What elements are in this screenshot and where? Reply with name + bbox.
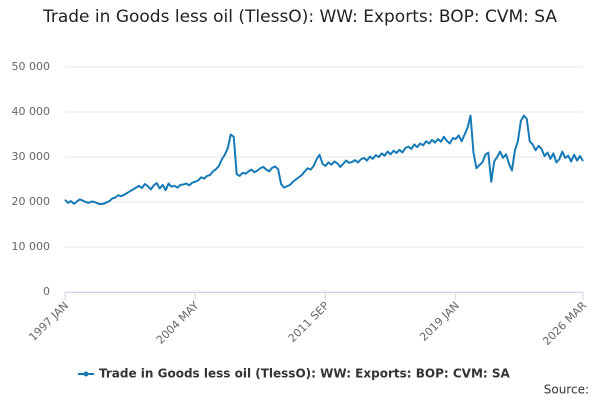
x-tick-label: 2004 MAY <box>154 299 202 347</box>
y-tick-label: 50 000 <box>12 60 51 73</box>
x-tick-label: 2026 MAR <box>540 299 589 348</box>
legend-text: Trade in Goods less oil (TlessO): WW: Ex… <box>99 367 511 381</box>
source: Source: <box>544 383 589 397</box>
y-tick-label: 30 000 <box>12 150 51 163</box>
y-tick-label: 40 000 <box>12 105 51 118</box>
y-tick-label: 20 000 <box>12 195 51 208</box>
legend-marker <box>83 371 89 377</box>
chart-title: Trade in Goods less oil (TlessO): WW: Ex… <box>42 7 558 27</box>
x-tick-label: 2011 SEP <box>286 299 332 345</box>
series-line <box>64 114 584 206</box>
x-tick-label: 2019 JAN <box>417 299 462 344</box>
x-tick-label: 1997 JAN <box>26 299 71 344</box>
y-tick-label: 0 <box>43 285 50 298</box>
y-tick-label: 10 000 <box>12 240 51 253</box>
